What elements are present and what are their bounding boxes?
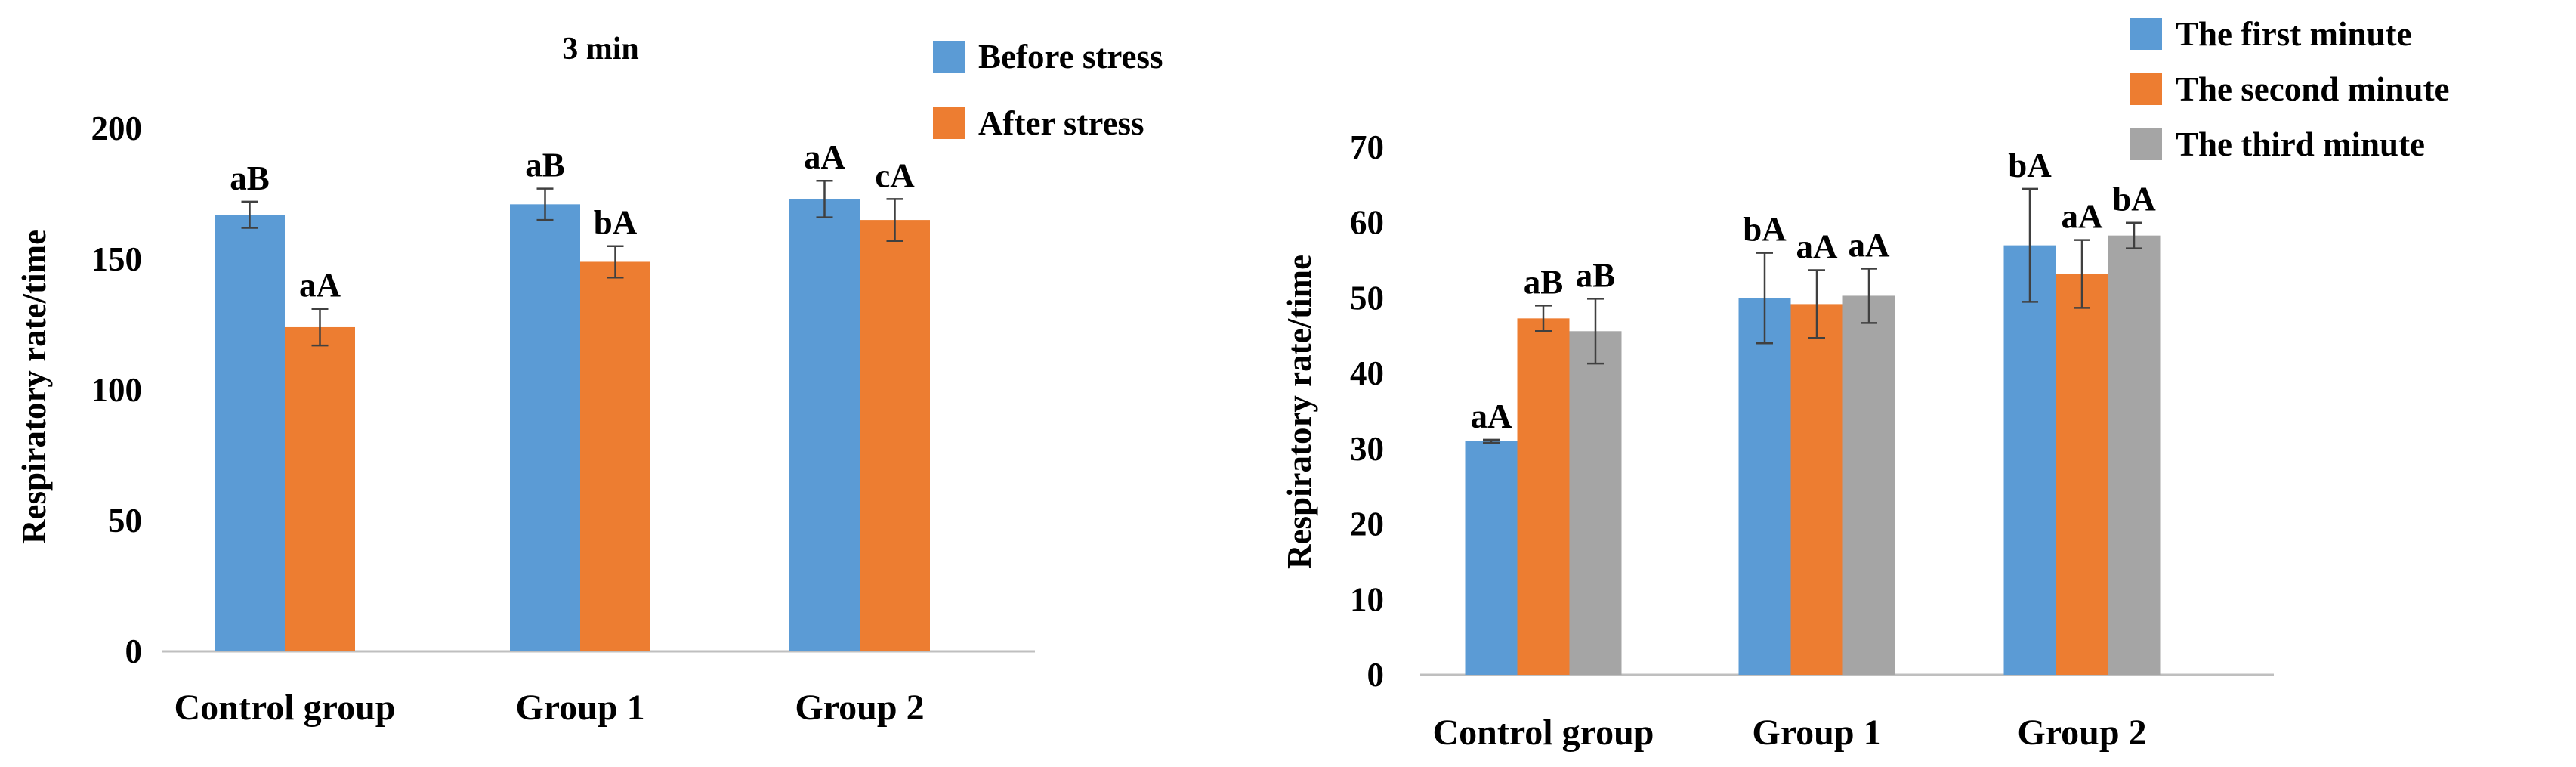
y-tick-label: 20: [1350, 506, 1384, 543]
y-tick-label: 150: [91, 240, 143, 278]
data-label: cA: [875, 156, 915, 194]
bar: [285, 326, 355, 651]
data-label: aA: [1796, 228, 1839, 266]
data-label: aA: [1849, 227, 1891, 264]
y-axis-label: Respiratory rate/time: [1280, 255, 1318, 569]
data-label: aA: [299, 267, 341, 305]
data-label: aB: [1524, 263, 1564, 301]
x-tick-label: Group 1: [1752, 713, 1881, 753]
bar: [1517, 318, 1570, 675]
x-tick-label: Group 1: [515, 688, 644, 728]
legend-label: The third minute: [2176, 125, 2425, 163]
x-tick-label: Group 2: [795, 688, 924, 728]
legend-label: Before stress: [978, 38, 1163, 76]
legend-swatch: [2130, 73, 2162, 105]
y-tick-label: 10: [1350, 580, 1384, 618]
bar: [2003, 245, 2056, 676]
data-label: aA: [2062, 198, 2104, 236]
data-label: aA: [804, 138, 846, 176]
bar: [1842, 295, 1895, 675]
legend-swatch: [2130, 128, 2162, 160]
y-tick-label: 200: [91, 110, 143, 147]
bar: [1569, 331, 1622, 675]
x-tick-label: Control group: [175, 688, 396, 728]
bar: [215, 215, 285, 651]
y-tick-label: 30: [1350, 430, 1384, 468]
y-tick-label: 60: [1350, 204, 1384, 242]
y-axis-label: Respiratory rate/time: [15, 230, 53, 544]
data-label: aB: [525, 147, 565, 184]
legend-label: The first minute: [2176, 15, 2411, 53]
data-label: bA: [594, 204, 638, 242]
bar: [1738, 298, 1791, 675]
bar: [860, 220, 930, 652]
chart-title: 3 min: [562, 32, 639, 66]
bar: [2056, 274, 2108, 675]
bar: [2108, 235, 2161, 675]
data-label: bA: [2112, 181, 2156, 218]
x-tick-label: Group 2: [2017, 713, 2146, 753]
legend-swatch: [2130, 18, 2162, 50]
y-tick-label: 50: [108, 502, 142, 540]
y-tick-label: 40: [1350, 354, 1384, 392]
legend-label: The second minute: [2176, 70, 2450, 108]
data-label: bA: [1743, 211, 1787, 249]
data-label: bA: [2008, 147, 2052, 184]
y-tick-label: 100: [91, 371, 143, 409]
bar: [789, 199, 860, 651]
legend-label: After stress: [978, 104, 1144, 142]
data-label: aB: [230, 159, 270, 197]
bar: [1790, 304, 1843, 675]
bar: [580, 261, 650, 652]
bar: [510, 204, 580, 652]
y-tick-label: 50: [1350, 279, 1384, 317]
legend-swatch: [933, 107, 965, 139]
legend-swatch: [933, 41, 965, 73]
y-tick-label: 0: [1367, 656, 1385, 694]
x-tick-label: Control group: [1433, 713, 1654, 753]
bar: [1465, 441, 1518, 675]
y-tick-label: 70: [1350, 128, 1384, 166]
data-label: aB: [1576, 256, 1616, 294]
y-tick-label: 0: [125, 632, 143, 670]
data-label: aA: [1471, 397, 1513, 435]
